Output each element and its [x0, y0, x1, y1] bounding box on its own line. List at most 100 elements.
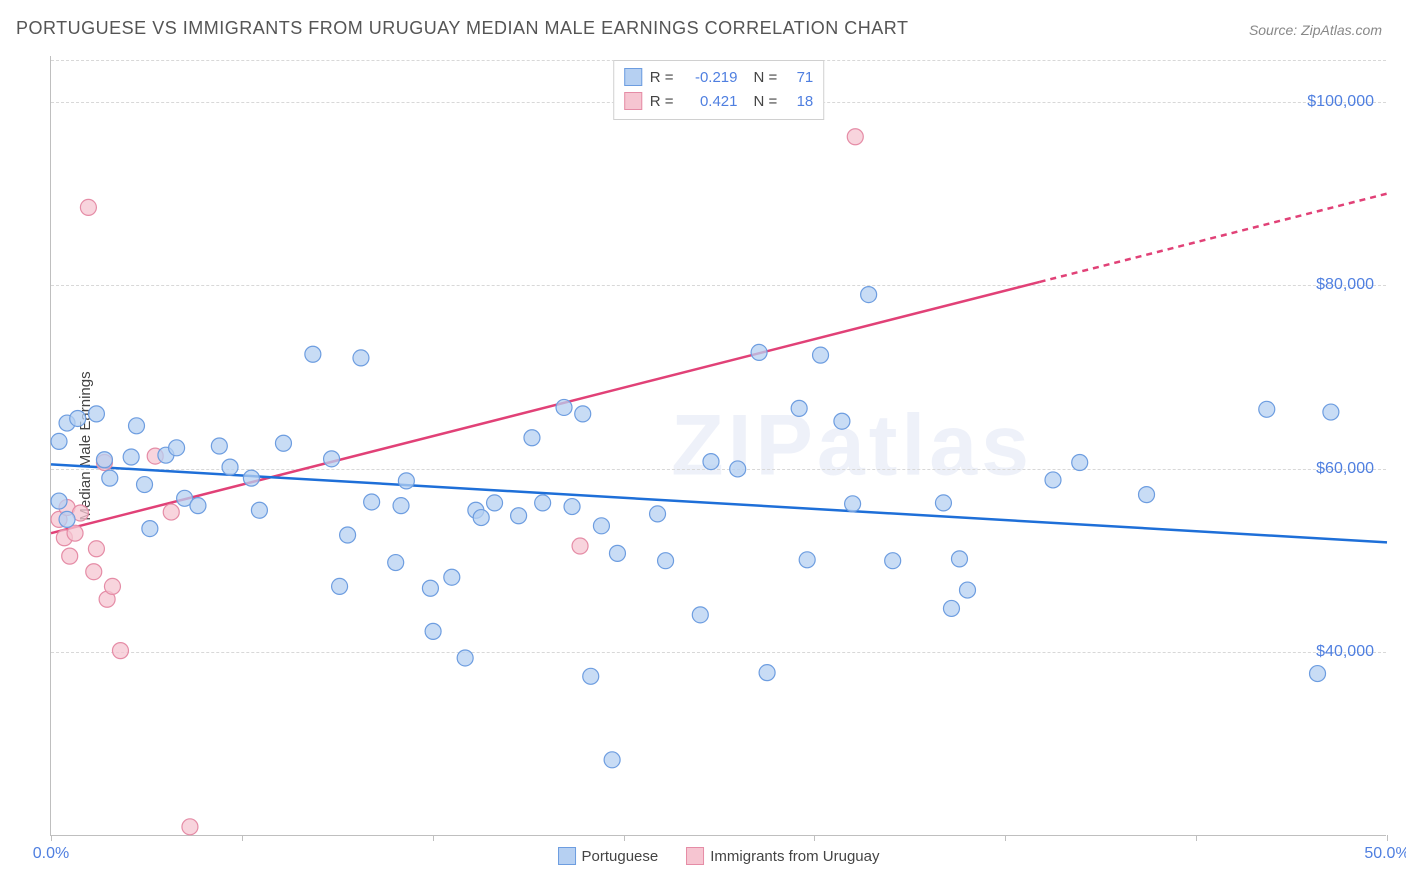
- n-label: N =: [754, 93, 778, 110]
- x-tick-mark: [624, 835, 625, 841]
- data-point: [751, 344, 767, 360]
- data-point: [353, 350, 369, 366]
- x-tick-label: 0.0%: [33, 845, 69, 863]
- chart-root: { "title": "PORTUGUESE VS IMMIGRANTS FRO…: [0, 0, 1406, 892]
- data-point: [885, 553, 901, 569]
- data-point: [935, 495, 951, 511]
- data-point: [813, 347, 829, 363]
- data-point: [650, 506, 666, 522]
- data-point: [51, 493, 67, 509]
- data-point: [182, 819, 198, 835]
- data-point: [1072, 455, 1088, 471]
- data-point: [564, 499, 580, 515]
- r-value-series2: 0.421: [682, 93, 738, 110]
- swatch-series2: [624, 92, 642, 110]
- n-label: N =: [754, 69, 778, 86]
- data-point: [142, 521, 158, 537]
- x-tick-mark: [433, 835, 434, 841]
- data-point: [1323, 404, 1339, 420]
- stats-row-series1: R = -0.219 N = 71: [624, 65, 814, 89]
- data-point: [88, 541, 104, 557]
- correlation-stats-box: R = -0.219 N = 71 R = 0.421 N = 18: [613, 60, 825, 120]
- x-tick-mark: [242, 835, 243, 841]
- x-tick-mark: [814, 835, 815, 841]
- data-point: [70, 410, 86, 426]
- data-point: [1259, 401, 1275, 417]
- source-attribution: Source: ZipAtlas.com: [1249, 22, 1382, 38]
- data-point: [51, 433, 67, 449]
- r-label: R =: [650, 93, 674, 110]
- n-value-series1: 71: [785, 69, 813, 86]
- data-point: [340, 527, 356, 543]
- x-tick-mark: [1387, 835, 1388, 841]
- legend-swatch-series1: [558, 847, 576, 865]
- data-point: [211, 438, 227, 454]
- data-point: [959, 582, 975, 598]
- data-point: [222, 459, 238, 475]
- data-point: [1139, 487, 1155, 503]
- legend-item-series1: Portuguese: [558, 847, 659, 865]
- data-point: [535, 495, 551, 511]
- data-point: [951, 551, 967, 567]
- data-point: [275, 435, 291, 451]
- data-point: [1310, 666, 1326, 682]
- plot-svg-layer: [51, 56, 1386, 835]
- data-point: [575, 406, 591, 422]
- data-point: [88, 406, 104, 422]
- data-point: [364, 494, 380, 510]
- data-point: [572, 538, 588, 554]
- chart-title: PORTUGUESE VS IMMIGRANTS FROM URUGUAY ME…: [16, 18, 908, 39]
- n-value-series2: 18: [785, 93, 813, 110]
- data-point: [861, 287, 877, 303]
- data-point: [593, 518, 609, 534]
- data-point: [943, 600, 959, 616]
- data-point: [102, 470, 118, 486]
- legend-label-series2: Immigrants from Uruguay: [710, 848, 879, 865]
- data-point: [847, 129, 863, 145]
- data-point: [96, 452, 112, 468]
- data-point: [730, 461, 746, 477]
- data-point: [251, 502, 267, 518]
- trend-line: [1040, 194, 1387, 282]
- data-point: [457, 650, 473, 666]
- data-point: [511, 508, 527, 524]
- data-point: [609, 545, 625, 561]
- data-point: [388, 555, 404, 571]
- data-point: [190, 498, 206, 514]
- data-point: [398, 473, 414, 489]
- x-tick-mark: [1005, 835, 1006, 841]
- data-point: [791, 400, 807, 416]
- data-point: [59, 511, 75, 527]
- data-point: [556, 399, 572, 415]
- data-point: [243, 470, 259, 486]
- x-tick-mark: [1196, 835, 1197, 841]
- data-point: [759, 665, 775, 681]
- data-point: [583, 668, 599, 684]
- data-point: [169, 440, 185, 456]
- data-point: [86, 564, 102, 580]
- data-point: [104, 578, 120, 594]
- data-point: [444, 569, 460, 585]
- data-point: [422, 580, 438, 596]
- data-point: [473, 510, 489, 526]
- data-point: [703, 454, 719, 470]
- r-label: R =: [650, 69, 674, 86]
- data-point: [604, 752, 620, 768]
- data-point: [123, 449, 139, 465]
- data-point: [112, 643, 128, 659]
- data-point: [393, 498, 409, 514]
- x-tick-label: 50.0%: [1364, 845, 1406, 863]
- data-point: [137, 477, 153, 493]
- data-point: [62, 548, 78, 564]
- data-point: [834, 413, 850, 429]
- stats-row-series2: R = 0.421 N = 18: [624, 89, 814, 113]
- legend: Portuguese Immigrants from Uruguay: [558, 847, 880, 865]
- data-point: [524, 430, 540, 446]
- data-point: [80, 199, 96, 215]
- x-tick-mark: [51, 835, 52, 841]
- data-point: [305, 346, 321, 362]
- data-point: [332, 578, 348, 594]
- data-point: [799, 552, 815, 568]
- legend-swatch-series2: [686, 847, 704, 865]
- data-point: [425, 623, 441, 639]
